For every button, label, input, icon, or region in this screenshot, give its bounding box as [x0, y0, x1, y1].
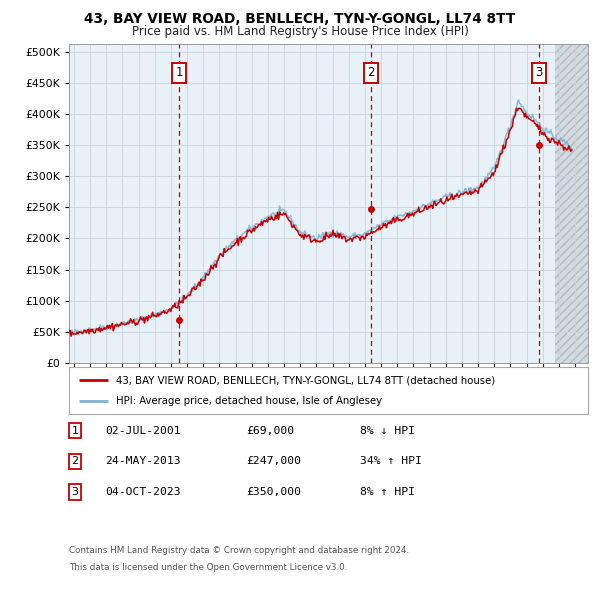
Text: Contains HM Land Registry data © Crown copyright and database right 2024.: Contains HM Land Registry data © Crown c… [69, 546, 409, 555]
Text: 2: 2 [71, 457, 79, 466]
Text: Price paid vs. HM Land Registry's House Price Index (HPI): Price paid vs. HM Land Registry's House … [131, 25, 469, 38]
Text: 24-MAY-2013: 24-MAY-2013 [105, 457, 181, 466]
Text: 43, BAY VIEW ROAD, BENLLECH, TYN-Y-GONGL, LL74 8TT: 43, BAY VIEW ROAD, BENLLECH, TYN-Y-GONGL… [85, 12, 515, 26]
Text: 34% ↑ HPI: 34% ↑ HPI [360, 457, 422, 466]
Bar [555, 44, 588, 363]
Text: This data is licensed under the Open Government Licence v3.0.: This data is licensed under the Open Gov… [69, 563, 347, 572]
Text: 1: 1 [175, 67, 183, 80]
Text: 8% ↑ HPI: 8% ↑ HPI [360, 487, 415, 497]
Text: 02-JUL-2001: 02-JUL-2001 [105, 426, 181, 435]
Text: 8% ↓ HPI: 8% ↓ HPI [360, 426, 415, 435]
Text: £69,000: £69,000 [246, 426, 294, 435]
Text: 04-OCT-2023: 04-OCT-2023 [105, 487, 181, 497]
Text: 3: 3 [71, 487, 79, 497]
Bar [555, 44, 588, 363]
Text: £350,000: £350,000 [246, 487, 301, 497]
Text: 2: 2 [367, 67, 375, 80]
Text: HPI: Average price, detached house, Isle of Anglesey: HPI: Average price, detached house, Isle… [116, 396, 382, 406]
Text: 1: 1 [71, 426, 79, 435]
Text: 43, BAY VIEW ROAD, BENLLECH, TYN-Y-GONGL, LL74 8TT (detached house): 43, BAY VIEW ROAD, BENLLECH, TYN-Y-GONGL… [116, 375, 495, 385]
Text: £247,000: £247,000 [246, 457, 301, 466]
Text: 3: 3 [535, 67, 542, 80]
